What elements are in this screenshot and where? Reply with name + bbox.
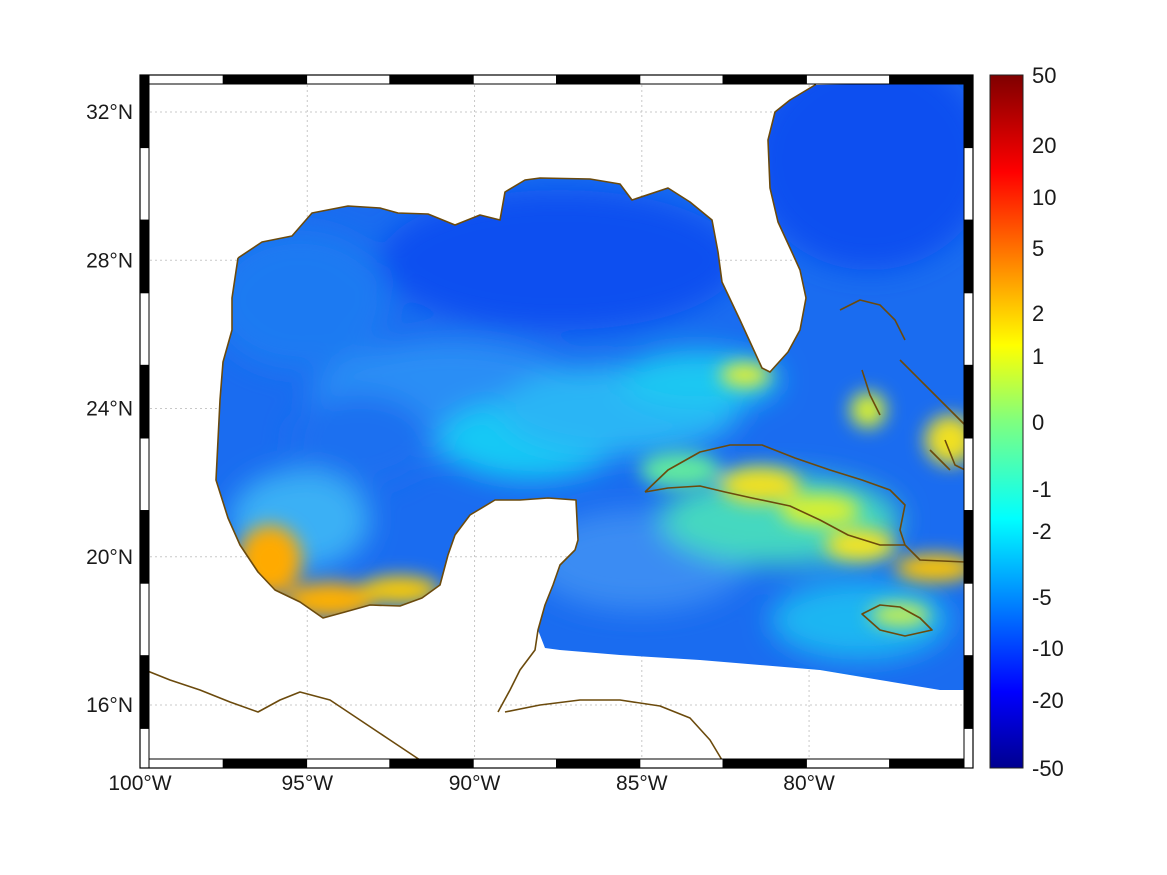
frame-bottom-seg: [889, 758, 974, 769]
frame-left-seg: [139, 74, 150, 149]
colorbar-tick-label: -1: [1032, 477, 1052, 502]
frame-left-seg: [139, 437, 150, 512]
colorbar-tick-label: 5: [1032, 236, 1044, 261]
lon-tick-label: 100°W: [108, 772, 171, 795]
frame-left-seg: [139, 292, 150, 366]
colorbar-tick-label: 10: [1032, 185, 1056, 210]
frame-bottom-seg: [722, 758, 807, 769]
coastline-honduras: [504, 699, 723, 761]
frame-bottom-seg: [639, 758, 724, 769]
colorbar-tick-label: -10: [1032, 636, 1064, 661]
lat-tick-label: 16°N: [86, 694, 133, 717]
colorbar-tick-label: -50: [1032, 756, 1064, 781]
hispaniola-outline: [944, 439, 966, 471]
frame-top-seg: [805, 74, 891, 85]
frame-top-seg: [889, 74, 974, 85]
frame-top-seg: [139, 74, 224, 85]
data-field: [216, 83, 965, 690]
colorbar-tick-label: -2: [1032, 519, 1052, 544]
frame-top-seg: [472, 74, 558, 85]
colorbar-tick-label: -20: [1032, 688, 1064, 713]
frame-bottom-seg: [805, 758, 891, 769]
lat-tick-label: 28°N: [86, 249, 133, 272]
frame-right-seg: [963, 147, 974, 221]
frame-bottom-seg: [306, 758, 391, 769]
frame-bottom-seg: [389, 758, 474, 769]
cuba-outline: [644, 444, 966, 563]
frame-right-seg: [963, 655, 974, 729]
frame-left-seg: [139, 655, 150, 729]
coastline-gulf-mainland: [237, 75, 821, 373]
frame-bottom-seg: [222, 758, 308, 769]
frame-top-seg: [306, 74, 391, 85]
frame-top-seg: [639, 74, 724, 85]
frame-right-seg: [963, 219, 974, 294]
frame-outline: [139, 74, 974, 769]
frame-top-seg: [222, 74, 308, 85]
colorbar-tick-label: -5: [1032, 585, 1052, 610]
lon-tick-label: 85°W: [616, 772, 668, 795]
coastlines: [139, 75, 966, 769]
lon-tick-label: 80°W: [783, 772, 835, 795]
frame-right-seg: [963, 510, 974, 584]
frame-left-seg: [139, 582, 150, 657]
frame-right-seg: [963, 292, 974, 366]
longitude-labels: 100°W 95°W 90°W 85°W 80°W: [108, 772, 835, 795]
frame-left-seg: [139, 147, 150, 221]
coastline-central-america: [139, 667, 431, 769]
lat-tick-label: 32°N: [86, 101, 133, 124]
colorbar-tick-label: 20: [1032, 133, 1056, 158]
colorbar-gradient: [989, 74, 1024, 769]
bahamas-outline: [839, 299, 966, 471]
frame-left-seg: [139, 727, 150, 769]
frame-right-seg: [963, 727, 974, 769]
lon-tick-label: 95°W: [281, 772, 333, 795]
lat-tick-label: 24°N: [86, 398, 133, 421]
lat-tick-label: 20°N: [86, 546, 133, 569]
frame-left-seg: [139, 219, 150, 294]
frame-right-seg: [963, 364, 974, 439]
lon-tick-label: 90°W: [449, 772, 501, 795]
colorbar-tick-label: 50: [1032, 63, 1056, 88]
colorbar-tick-label: 0: [1032, 410, 1044, 435]
frame-top-seg: [556, 74, 641, 85]
frame-bottom-seg: [472, 758, 558, 769]
frame-left-seg: [139, 364, 150, 439]
frame-left-seg: [139, 510, 150, 584]
coastline-mexico: [215, 257, 579, 713]
frame-top-seg: [722, 74, 807, 85]
colorbar-tick-label: 1: [1032, 344, 1044, 369]
frame-inner-outline: [148, 83, 965, 760]
frame-bottom-seg: [556, 758, 641, 769]
jamaica-outline: [861, 604, 933, 637]
frame-top-seg: [389, 74, 474, 85]
frame-right-seg: [963, 74, 974, 149]
map-frame: [139, 74, 974, 769]
colorbar-tick-label: 2: [1032, 301, 1044, 326]
frame-bottom-seg: [139, 758, 224, 769]
frame-right-seg: [963, 582, 974, 657]
frame-right-seg: [963, 437, 974, 512]
latitude-labels: 32°N 28°N 24°N 20°N 16°N: [86, 101, 133, 717]
